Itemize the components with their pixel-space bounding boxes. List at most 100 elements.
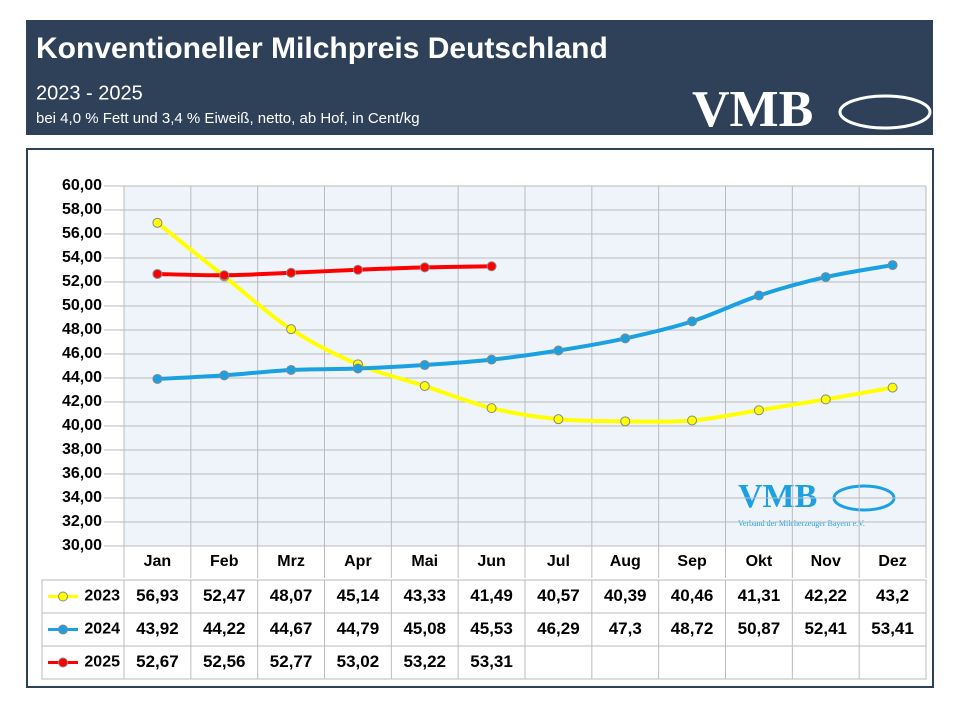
point [486,354,497,365]
legend-label: 2025 [84,654,120,671]
y-tick-label: 40,00 [62,417,102,434]
y-tick-label: 60,00 [62,177,102,194]
watermark-caption: Verband der Milcherzeuger Bayern e.V. [738,519,865,528]
table-cell: 52,47 [203,586,246,605]
point [753,405,764,416]
table-cell: 52,56 [203,652,246,671]
table-cell: 45,53 [470,619,513,638]
point [152,268,163,279]
point [753,290,764,301]
table-cell: 43,2 [876,586,909,605]
point [620,333,631,344]
y-tick-label: 50,00 [62,297,102,314]
legend-marker [58,591,68,602]
table-cell: 40,39 [604,586,647,605]
chart-note: bei 4,0 % Fett und 3,4 % Eiweiß, netto, … [36,110,420,127]
point [486,403,497,414]
table-cell: 44,67 [270,619,313,638]
point [553,414,564,425]
table-cell: 47,3 [609,619,642,638]
table-cell: 45,14 [337,586,380,605]
point [820,394,831,405]
point [419,381,430,392]
point [419,262,430,273]
point [620,416,631,427]
point [687,415,698,426]
table-cell: 41,49 [470,586,513,605]
point [152,373,163,384]
legend-label: 2024 [84,621,120,638]
point [486,261,497,272]
y-tick-label: 56,00 [62,225,102,242]
y-tick-label: 46,00 [62,345,102,362]
y-tick-label: 36,00 [62,465,102,482]
point [887,260,898,271]
table-cell: 53,02 [337,652,380,671]
table-cell: 48,07 [270,586,313,605]
logo: VMB [692,81,813,138]
point [286,364,297,375]
y-tick-label: 32,00 [62,513,102,530]
x-tick-label: Dez [878,553,906,570]
table-cell: 41,31 [738,586,781,605]
table-cell: 45,08 [403,619,446,638]
legend-marker [58,657,68,668]
point [219,370,230,381]
table-cell: 53,31 [470,652,513,671]
point [152,217,163,228]
x-tick-label: Sep [677,553,707,570]
point [887,382,898,393]
point [352,363,363,374]
table-cell: 44,79 [337,619,380,638]
y-tick-label: 54,00 [62,249,102,266]
table-cell: 42,22 [804,586,847,605]
table-cell: 48,72 [671,619,714,638]
y-tick-label: 58,00 [62,201,102,218]
logo-icon [838,94,932,130]
table-cell: 50,87 [738,619,781,638]
table-cell: 53,22 [403,652,446,671]
point [687,316,698,327]
table-cell: 43,33 [403,586,446,605]
series-line [157,264,492,278]
table-cell: 40,57 [537,586,580,605]
y-tick-label: 34,00 [62,489,102,506]
y-tick-label: 30,00 [62,537,102,554]
header [26,20,933,135]
point [820,272,831,283]
point [286,267,297,278]
x-tick-label: Mai [411,553,438,570]
y-tick-label: 42,00 [62,393,102,410]
table-cell: 46,29 [537,619,580,638]
watermark: VMB [738,478,817,515]
point [419,360,430,371]
point [286,324,297,335]
x-tick-label: Mrz [277,553,305,570]
point [553,345,564,356]
x-tick-label: Jan [144,553,172,570]
x-tick-label: Jul [547,553,570,570]
series-line [157,263,893,381]
legend-label: 2023 [84,588,120,605]
y-tick-label: 38,00 [62,441,102,458]
chart-title: Konventioneller Milchpreis Deutschland [36,32,608,65]
x-tick-label: Jun [477,553,505,570]
x-tick-label: Aug [610,553,641,570]
table-cell: 44,22 [203,619,246,638]
y-tick-label: 52,00 [62,273,102,290]
table-cell: 43,92 [136,619,179,638]
x-tick-label: Nov [811,553,841,570]
x-tick-label: Apr [344,553,372,570]
y-tick-label: 48,00 [62,321,102,338]
table-cell: 40,46 [671,586,714,605]
table-cell: 53,41 [871,619,914,638]
x-tick-label: Feb [210,553,239,570]
chart-subtitle: 2023 - 2025 [36,82,143,104]
table-cell: 56,93 [136,586,179,605]
x-tick-label: Okt [746,553,773,570]
y-tick-label: 44,00 [62,369,102,386]
point [352,264,363,275]
table-cell: 52,77 [270,652,313,671]
legend-marker [58,624,68,635]
